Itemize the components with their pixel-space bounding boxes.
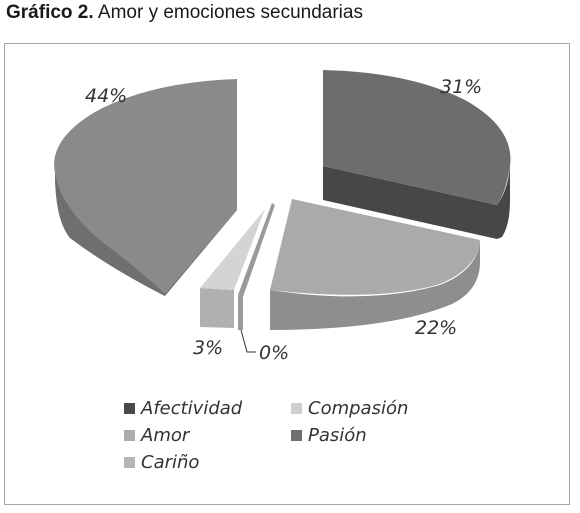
legend-item-amor: Amor (124, 425, 189, 446)
legend-item-compasion: Compasión (291, 398, 408, 419)
legend-swatch (291, 403, 302, 414)
legend-swatch (124, 403, 135, 414)
legend-label: Afectividad (141, 398, 243, 419)
legend-swatch (124, 457, 135, 468)
slice-afectividad-top (323, 70, 511, 205)
slice-amor-side (270, 240, 480, 330)
slice-compasion-side (238, 295, 243, 330)
legend-swatch (291, 430, 302, 441)
legend-label: Compasión (308, 398, 409, 419)
legend-item-pasion: Pasión (291, 425, 367, 446)
slice-compasion-top (238, 203, 275, 297)
leader-line-compasion (240, 329, 256, 353)
legend-label: Amor (141, 425, 190, 446)
chart-legend: Afectividad Compasión Amor Pasión Cariño (124, 398, 424, 478)
slice-amor-top (270, 199, 480, 295)
label-amor: 22% (415, 317, 457, 339)
chart-title-bold: Gráfico 2. (6, 2, 94, 23)
slice-carino-top (200, 209, 265, 290)
legend-item-carino: Cariño (124, 452, 199, 473)
legend-swatch (124, 430, 135, 441)
slice-afectividad-side (323, 166, 510, 239)
label-compasion: 0% (259, 342, 289, 364)
slice-carino-side (200, 288, 234, 328)
label-afectividad: 31% (440, 76, 482, 98)
slice-pasion-top (54, 79, 237, 294)
legend-label: Pasión (308, 425, 367, 446)
legend-label: Cariño (141, 452, 200, 473)
legend-item-afectividad: Afectividad (124, 398, 242, 419)
chart-title: Gráfico 2. Amor y emociones secundarias (6, 2, 363, 24)
label-carino: 3% (193, 337, 223, 359)
label-pasion: 44% (85, 85, 127, 107)
chart-title-text: Amor y emociones secundarias (97, 2, 363, 23)
